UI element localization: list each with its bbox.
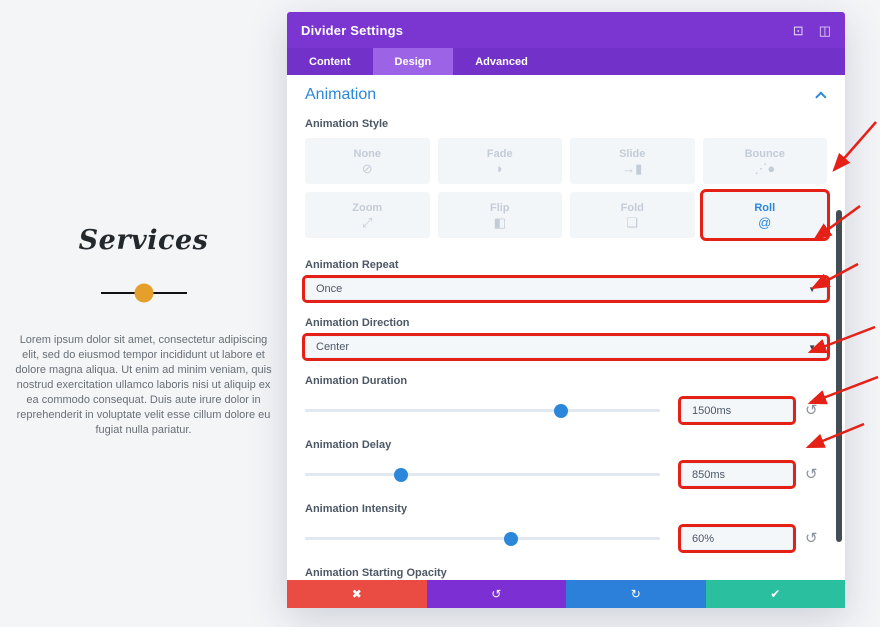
page-preview: Services Lorem ipsum dolor sit amet, con… <box>0 0 287 627</box>
animation-delay-row: 850ms ↺ <box>305 460 827 489</box>
animation-direction-label: Animation Direction <box>305 317 410 329</box>
modal-header: Divider Settings ⊡ ◫ <box>287 12 845 48</box>
slider-thumb[interactable] <box>393 467 408 482</box>
tab-content[interactable]: Content <box>309 55 351 68</box>
style-bounce-button[interactable]: Bounce ⋰● <box>702 138 827 184</box>
redo-button[interactable]: ↻ <box>566 580 706 608</box>
divider-settings-modal: Divider Settings ⊡ ◫ Content Design Adva… <box>287 12 845 608</box>
style-roll-button[interactable]: Roll @ <box>699 189 830 241</box>
style-zoom-button[interactable]: Zoom ⤢ <box>305 192 430 238</box>
section-title: Animation <box>305 86 377 103</box>
animation-starting-opacity-label: Animation Starting Opacity <box>305 567 447 579</box>
undo-icon: ↺ <box>491 587 502 601</box>
animation-repeat-select[interactable]: Once ▼ <box>302 275 830 303</box>
body-paragraph: Lorem ipsum dolor sit amet, consectetur … <box>15 334 272 436</box>
redo-icon: ↻ <box>630 587 641 601</box>
close-icon: ✖ <box>351 587 362 601</box>
animation-section-header[interactable]: Animation <box>305 86 827 104</box>
divider-module <box>100 283 187 303</box>
reset-icon[interactable]: ↺ <box>805 402 818 419</box>
fade-icon: ◗ <box>495 160 504 176</box>
style-fade-button[interactable]: Fade ◗ <box>437 138 562 184</box>
animation-style-label: Animation Style <box>305 118 389 130</box>
animation-direction-select[interactable]: Center ▼ <box>302 333 830 361</box>
undo-button[interactable]: ↺ <box>426 580 566 608</box>
zoom-icon: ⤢ <box>362 214 373 230</box>
style-none-button[interactable]: None ⊘ <box>305 138 430 184</box>
animation-intensity-slider[interactable] <box>305 531 660 546</box>
expand-icon[interactable]: ⊡ <box>792 22 804 38</box>
animation-delay-label: Animation Delay <box>305 439 392 451</box>
animation-duration-label: Animation Duration <box>305 375 408 387</box>
slider-thumb[interactable] <box>503 531 518 546</box>
discard-button[interactable]: ✖ <box>287 580 427 608</box>
animation-direction-value: Center <box>316 341 350 353</box>
modal-scrollbar[interactable] <box>836 210 842 542</box>
services-heading: Services <box>78 225 209 256</box>
reset-icon[interactable]: ↺ <box>805 530 818 547</box>
modal-footer: ✖ ↺ ↻ ✔ <box>287 580 845 608</box>
check-icon: ✔ <box>770 587 781 601</box>
tab-advanced[interactable]: Advanced <box>475 55 528 68</box>
none-icon: ⊘ <box>361 160 373 176</box>
style-slide-button[interactable]: Slide →▮ <box>570 138 695 184</box>
settings-scroll-area: Animation Animation Style None ⊘ Fade ◗ … <box>287 75 845 580</box>
animation-intensity-row: 60% ↺ <box>305 524 827 553</box>
flip-icon: ◧ <box>493 214 506 230</box>
animation-duration-input[interactable]: 1500ms <box>678 396 796 425</box>
animation-delay-input[interactable]: 850ms <box>678 460 796 489</box>
reset-icon[interactable]: ↺ <box>805 466 818 483</box>
animation-style-grid: None ⊘ Fade ◗ Slide →▮ Bounce ⋰● Zoom ⤢ … <box>305 138 830 241</box>
roll-icon: @ <box>758 214 772 230</box>
divider-dot <box>134 283 153 303</box>
modal-title: Divider Settings <box>301 22 404 38</box>
animation-duration-slider[interactable] <box>305 403 660 418</box>
slider-thumb[interactable] <box>553 403 568 418</box>
style-fold-button[interactable]: Fold ❏ <box>570 192 695 238</box>
animation-intensity-input[interactable]: 60% <box>678 524 796 553</box>
split-view-icon[interactable]: ◫ <box>818 22 831 38</box>
animation-intensity-label: Animation Intensity <box>305 503 408 515</box>
animation-repeat-value: Once <box>316 283 343 295</box>
chevron-down-icon: ▼ <box>808 284 816 294</box>
animation-delay-slider[interactable] <box>305 467 660 482</box>
bounce-icon: ⋰● <box>754 160 776 176</box>
chevron-up-icon[interactable] <box>815 91 827 103</box>
save-button[interactable]: ✔ <box>705 580 845 608</box>
style-flip-button[interactable]: Flip ◧ <box>437 192 562 238</box>
slide-icon: →▮ <box>622 160 643 176</box>
animation-duration-row: 1500ms ↺ <box>305 396 827 425</box>
tab-design[interactable]: Design <box>372 48 454 75</box>
animation-repeat-label: Animation Repeat <box>305 259 399 271</box>
tab-bar: Content Design Advanced <box>287 48 845 75</box>
chevron-down-icon: ▼ <box>808 342 816 352</box>
fold-icon: ❏ <box>626 214 639 230</box>
